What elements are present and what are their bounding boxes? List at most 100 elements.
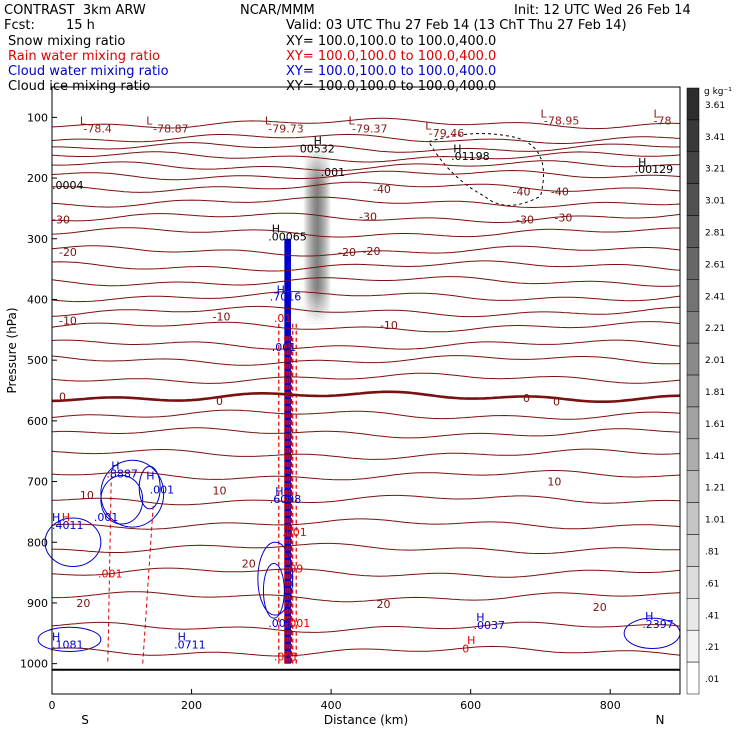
temperature-contour [51,470,681,481]
field-label: H [476,611,484,624]
field-label: H [111,459,119,472]
field-label: L [540,107,547,120]
field-label: H [62,511,70,524]
field-label: .0711 [174,638,206,651]
colorbar-label: .61 [705,579,719,589]
x-axis-south-label: S [81,713,89,727]
field-label: .6098 [270,493,302,506]
field-label: .001 [272,341,297,354]
field-label: H [645,610,653,623]
temperature-label: -20 [59,246,77,259]
temperature-contour [51,245,681,257]
cloudwater-contour [257,541,294,616]
forecast-value: 15 h [66,18,95,33]
temperature-contour [51,645,681,657]
x-axis-north-label: N [656,713,665,727]
colorbar-label: .01 [705,675,719,685]
colorbar-swatch [686,183,700,216]
colorbar-label: .41 [705,611,719,621]
cloudwater-contour [100,459,165,528]
field-label: -78 [653,115,671,128]
x-tick-label: 400 [321,699,342,712]
field-label: -79.46 [429,127,464,140]
colorbar-label: .21 [705,643,719,653]
colorbar-swatch [686,534,700,567]
field-label: H [453,143,461,156]
temperature-label: 20 [242,557,256,570]
colorbar-label: 2.01 [705,356,725,366]
colorbar-swatch [686,151,700,184]
field-label: .001 [274,651,299,664]
colorbar-label: 3.41 [705,133,725,143]
field-label: .09 [286,563,304,576]
legend-snow-xy: XY= 100.0,100.0 to 100.0,400.0 [286,34,497,49]
legend-rain-name: Rain water mixing ratio [8,49,161,64]
field-label: .001 [150,484,175,497]
cloudwater-contour [44,517,102,568]
field-label: L [349,115,356,128]
temperature-label: 20 [593,601,607,614]
temperature-contour [51,448,681,460]
temperature-contour [51,196,681,209]
colorbar-label: 3.01 [705,197,725,207]
temperature-label: -30 [359,210,377,223]
colorbar-label: 2.41 [705,292,725,302]
field-label: .8887 [106,467,138,480]
field-label: .001 [282,526,307,539]
field-label: .001 [94,511,119,524]
model-title: CONTRAST 3km ARW [4,3,146,18]
field-label: .001 [321,166,346,179]
colorbar-swatch [686,438,700,471]
colorbar-swatch [686,374,700,408]
field-label: .00065 [268,231,307,244]
temperature-contour [51,409,681,420]
colorbar-swatch [686,470,700,503]
field-label: H [178,631,186,644]
colorbar-swatch [686,502,700,535]
temperature-label: 10 [212,485,226,498]
colorbar-swatch [686,279,700,312]
field-label: 00532 [300,143,335,156]
cloudwater-contour [138,465,161,510]
colorbar-swatch [686,406,700,440]
temperature-label: 20 [376,598,390,611]
temperature-label: -40 [513,185,531,198]
colorbar-swatch [686,119,700,153]
temperature-label: 0 [553,395,560,408]
temperature-label: 20 [76,597,90,610]
temperature-contour [51,276,681,287]
y-tick-label: 300 [27,233,48,246]
cloudwater-contour [262,562,285,619]
init-time: Init: 12 UTC Wed 26 Feb 14 [514,3,691,18]
temperature-contour [51,567,681,578]
valid-time: Valid: 03 UTC Thu 27 Feb 14 (13 ChT Thu … [286,18,627,33]
field-label: 0 [462,643,469,656]
field-label: L [146,115,153,128]
colorbar-swatch [686,311,700,344]
field-label: .01198 [451,150,490,163]
colorbar-swatch [686,598,700,631]
colorbar-label: 2.61 [705,260,725,270]
legend-rain-xy: XY= 100.0,100.0 to 100.0,400.0 [286,49,497,64]
field-label: H [277,283,285,296]
field-label: L [425,119,432,132]
temperature-contour [51,117,681,130]
field-label: .7016 [270,291,302,304]
colorbar-label: 1.21 [705,484,725,494]
temperature-contour [51,160,680,172]
colorbar-label: 3.21 [705,165,725,175]
temperature-contour [51,427,681,439]
temperature-label: 10 [547,476,561,489]
temperature-label: 0 [59,391,66,404]
y-tick-label: 800 [27,536,48,549]
legend-cloudwater-name: Cloud water mixing ratio [8,64,169,79]
colorbar-unit: g kg⁻¹ [704,87,732,97]
temperature-contour [51,133,681,144]
field-label: .002 [268,617,293,630]
y-axis-label: Pressure (hPa) [5,307,19,393]
temperature-contour [51,542,681,554]
temperature-label: -40 [551,185,569,198]
temperature-label: -30 [52,213,70,226]
colorbar-swatch [686,661,700,695]
temperature-contour [51,339,681,350]
